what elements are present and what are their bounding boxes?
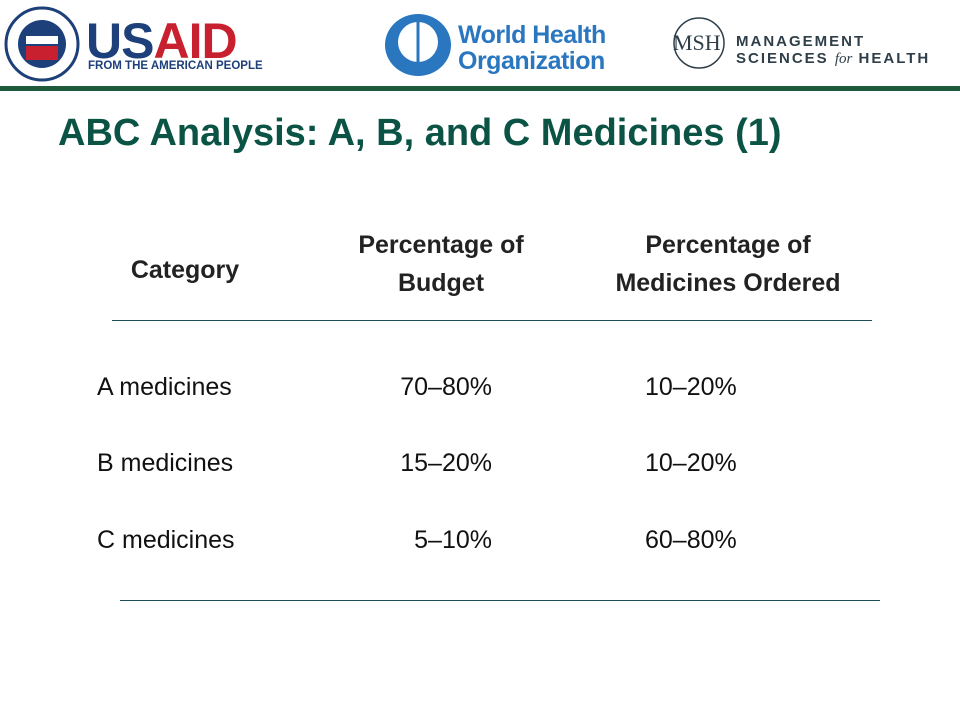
column-header: Percentage of Medicines Ordered [578,226,878,302]
table-cell: 10–20% [645,449,737,477]
who-line2: Organization [458,47,605,75]
header-line: Budget [397,269,485,297]
table-cell: 5–10% [414,526,492,554]
header-line: Percentage of [358,231,524,259]
usaid-seal [4,6,80,82]
msh-sciences: SCIENCES [736,50,829,67]
table-cell: 60–80% [645,526,737,554]
table-cell: 70–80% [400,373,492,401]
msh-line1: MANAGEMENT [736,33,866,50]
header-line: Category [130,256,240,284]
table-rule [112,320,872,321]
table-cell: B medicines [97,449,234,477]
table-cell: C medicines [97,526,235,554]
msh-emblem [673,17,725,69]
table-cell: 15–20% [400,449,492,477]
table-rule [120,600,880,601]
column-header: Category [85,251,285,289]
msh-for: for [834,51,853,67]
who-line1: World Health [458,21,606,49]
slide-title: ABC Analysis: A, B, and C Medicines (1) [58,112,782,154]
usaid-tagline: FROM THE AMERICAN PEOPLE [88,60,263,72]
msh-initials: MSH [673,30,721,55]
header-rule [0,86,960,91]
usaid-us: US [86,13,154,69]
who-emblem [385,14,451,76]
table-cell: 10–20% [645,373,737,401]
table-cell: A medicines [97,373,232,401]
header-line: Percentage of [645,231,811,259]
msh-line2: SCIENCES for HEALTH [736,50,930,68]
column-header: Percentage of Budget [321,226,561,302]
header-line: Medicines Ordered [615,269,841,297]
msh-health: HEALTH [858,50,931,67]
usaid-aid: AID [153,13,237,69]
usaid-wordmark: USAID [86,13,238,69]
